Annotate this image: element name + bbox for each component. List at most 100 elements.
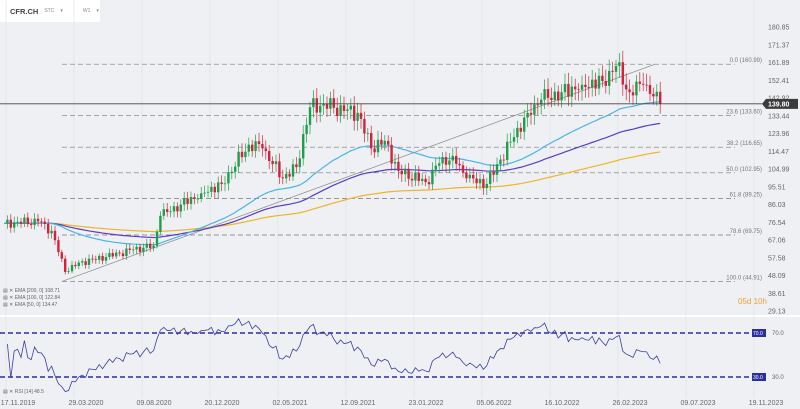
candle-body [101, 255, 104, 261]
price-tick-label: 48.09 [768, 273, 786, 280]
candle-body [121, 253, 125, 257]
candle-body [519, 127, 522, 132]
candle-body [618, 62, 621, 67]
candle-body [441, 157, 444, 164]
candle-body [60, 252, 63, 259]
candle-body [47, 223, 50, 234]
rsi-text: RSI [14] 48.5 [14, 389, 44, 395]
candle-body [342, 105, 346, 111]
candle-body [645, 84, 648, 86]
candle-body [495, 164, 499, 175]
price-tick-label: 38.61 [768, 291, 786, 298]
candle-body [251, 144, 254, 152]
fib-level-label: 23.6 (133.60) [726, 109, 762, 115]
candle-body [213, 186, 216, 193]
price-tick-label: 104.99 [768, 167, 790, 174]
candle-body [349, 105, 352, 110]
candle-body [53, 230, 57, 241]
candle-body [492, 171, 495, 175]
candle-body [366, 132, 369, 134]
date-tick-label: 09.07.2023 [680, 400, 715, 407]
candle-body [281, 177, 284, 179]
symbol-suffix: STC [44, 8, 55, 14]
fib-level-label: 61.8 (89.25) [730, 192, 762, 198]
price-tick-label: 180.85 [768, 25, 790, 32]
candle-body [70, 264, 74, 272]
candle-body [325, 103, 329, 109]
candle-body [383, 140, 386, 145]
candle-body [40, 221, 43, 223]
candle-body [376, 139, 380, 153]
candle-body [631, 92, 635, 96]
candle-body [295, 164, 298, 168]
candle-body [652, 93, 655, 97]
candle-body [580, 84, 584, 90]
interval-selector[interactable]: W1 [82, 8, 91, 14]
candle-body [475, 178, 478, 184]
candle-body [285, 173, 288, 179]
legend-ema100[interactable]: ▤ ✕ EMA [100, 0] 122.84 [3, 295, 61, 301]
legend-text: EMA [100, 0] 122.84 [14, 295, 61, 301]
date-tick-label: 20.12.2020 [204, 400, 239, 407]
candle-body [13, 222, 16, 228]
candle-body [30, 224, 33, 226]
fib-level-label: 78.6 (69.75) [730, 229, 762, 235]
rsi-panel [0, 318, 800, 398]
candle-body [346, 109, 349, 111]
candle-body [472, 174, 475, 179]
legend-ema200[interactable]: ▤ ✕ EMA [200, 0] 108.71 [3, 288, 61, 294]
ema100-line [3, 122, 661, 239]
candle-body [220, 182, 223, 184]
price-tick-label: 95.51 [768, 184, 786, 191]
candle-body [332, 98, 335, 108]
candle-body [118, 252, 121, 254]
candle-body [257, 141, 261, 145]
candle-body [50, 230, 53, 234]
candle-body [77, 262, 80, 267]
chevron-down-icon[interactable]: ▾ [60, 8, 63, 14]
price-tick-label: 171.37 [768, 42, 790, 49]
candle-body [244, 151, 247, 158]
candle-body [560, 92, 563, 101]
candle-body [533, 104, 536, 115]
candle-body [162, 209, 165, 216]
candle-body [312, 98, 315, 108]
candle-body [485, 183, 488, 189]
candle-body [298, 158, 301, 168]
candle-body [455, 155, 458, 164]
candle-body [125, 248, 128, 257]
candle-body [353, 105, 356, 121]
legend-ema50[interactable]: ▤ ✕ EMA [50, 0] 134.47 [3, 302, 58, 308]
candle-body [655, 91, 658, 97]
candle-body [274, 161, 278, 165]
rsi-legend[interactable]: ▤ ✕ RSI [14] 48.5 [3, 389, 44, 395]
candle-body [621, 62, 624, 85]
candle-body [128, 248, 131, 250]
candle-body [550, 97, 553, 100]
candle-body [138, 246, 142, 252]
candle-body [104, 256, 108, 261]
candle-body [183, 198, 186, 205]
candle-body [478, 178, 482, 184]
candle-body [111, 253, 114, 257]
candle-body [356, 112, 359, 121]
symbol-selector[interactable]: CFR.CH STC ▾ W1 ▾ [0, 0, 100, 22]
candle-body [546, 89, 550, 98]
rsi-level-badge [752, 373, 766, 381]
rsi-level-badge [752, 329, 766, 337]
candle-body [438, 163, 441, 166]
chevron-down-icon[interactable]: ▾ [96, 8, 99, 14]
candle-body [611, 70, 614, 72]
candle-body [149, 243, 152, 249]
candle-body [543, 89, 546, 100]
candle-body [305, 124, 308, 135]
candle-body [587, 87, 590, 88]
candle-body [315, 98, 318, 113]
current-price-label: 139.80 [768, 101, 790, 108]
candle-body [319, 105, 322, 113]
candle-body [482, 178, 485, 189]
candle-body [145, 243, 148, 248]
date-tick-label: 17.11.2019 [1, 400, 36, 407]
rsi-axis-label: 30.0 [772, 375, 784, 381]
